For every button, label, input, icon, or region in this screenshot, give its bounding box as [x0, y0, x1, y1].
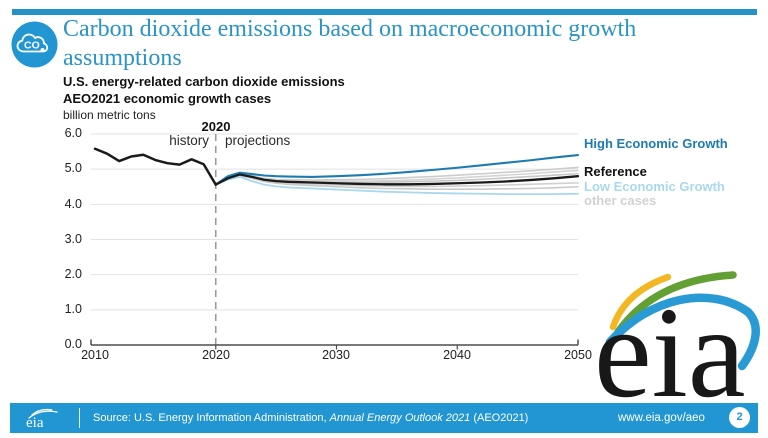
eia-footer-logo: eia — [26, 408, 58, 430]
series-line-low-economic-growth — [214, 176, 579, 196]
svg-text:CO: CO — [24, 40, 40, 52]
x-tick-label: 2050 — [564, 348, 592, 362]
y-tick-label: 6.0 — [64, 126, 82, 140]
eia-logo-yellow-arc — [609, 273, 672, 331]
history-annotation: history — [169, 133, 209, 148]
y-tick-label: 1.0 — [64, 302, 82, 316]
x-tick-label: 2020 — [202, 348, 230, 362]
series-line-history — [93, 147, 217, 186]
chart-subtitle-line1: U.S. energy-related carbon dioxide emiss… — [63, 74, 345, 89]
eia-logo-blue-arc — [605, 293, 760, 371]
legend-high-economic-growth: High Economic Growth — [584, 136, 728, 151]
series-line-reference — [214, 173, 580, 186]
legend-low-economic-growth: Low Economic Growth — [584, 179, 725, 194]
chart-units-label: billion metric tons — [63, 108, 156, 122]
accent-top-bar — [12, 9, 757, 15]
y-tick-label: 2.0 — [64, 267, 82, 281]
y-tick-label: 0.0 — [64, 337, 82, 351]
footer-bar — [10, 403, 758, 433]
series-line-other-case-5 — [214, 174, 579, 191]
footer-divider — [79, 408, 80, 428]
source-publication: Annual Energy Outlook 2021 — [329, 412, 471, 424]
svg-text:eia: eia — [594, 281, 746, 400]
divider-year-label: 2020 — [201, 119, 231, 134]
source-suffix: (AEO2021) — [470, 412, 529, 424]
chart-subtitle-line2: AEO2021 economic growth cases — [63, 91, 272, 106]
series-line-high-economic-growth — [214, 154, 580, 186]
svg-text:eia: eia — [26, 415, 44, 430]
footer-url-link[interactable]: www.eia.gov/aeo — [618, 412, 705, 424]
source-prefix: Source: U.S. Energy Information Administ… — [93, 412, 330, 424]
eia-logo: eia — [594, 271, 760, 400]
y-tick-label: 5.0 — [64, 161, 82, 175]
page-title: Carbon dioxide emissions based on macroe… — [63, 16, 637, 71]
x-tick-label: 2040 — [443, 348, 471, 362]
y-tick-label: 3.0 — [64, 232, 82, 246]
projections-annotation: projections — [225, 133, 291, 148]
co2-cloud-icon: CO — [11, 21, 58, 68]
legend-other-cases: other cases — [584, 193, 657, 208]
source-citation: Source: U.S. Energy Information Administ… — [93, 403, 528, 433]
legend-reference: Reference — [584, 164, 647, 179]
x-tick-label: 2030 — [322, 348, 350, 362]
x-tick-label: 2010 — [81, 348, 109, 362]
y-tick-label: 4.0 — [64, 197, 82, 211]
page-number-badge: 2 — [729, 407, 750, 428]
